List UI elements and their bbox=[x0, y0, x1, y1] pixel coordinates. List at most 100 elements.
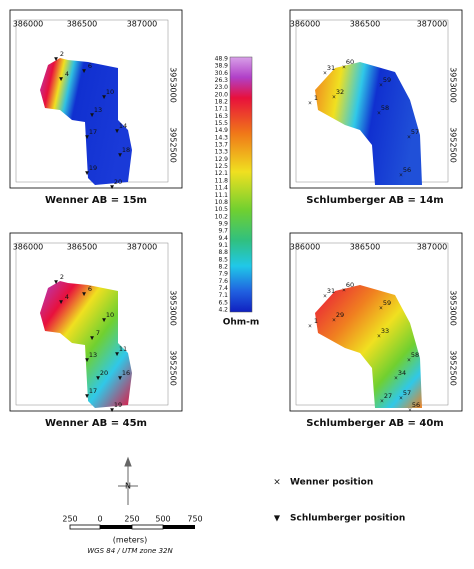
y-tick-label: 3952500 bbox=[169, 127, 178, 163]
position-marker: ▼ bbox=[118, 153, 122, 159]
schlumberger-point-label: 31 bbox=[327, 64, 335, 72]
north-arrow bbox=[118, 456, 138, 505]
map-inner-frame bbox=[295, 242, 449, 406]
colorbar-label: 17.1 bbox=[215, 106, 229, 113]
colorbar-label: 15.5 bbox=[215, 120, 229, 127]
colorbar-label: 7.1 bbox=[218, 292, 228, 299]
x-tick-label: 386000 bbox=[13, 20, 44, 29]
position-marker: ▼ bbox=[82, 292, 86, 298]
schlumberger-point-label: 29 bbox=[336, 311, 344, 319]
schlumberger-point-label: 57 bbox=[403, 389, 411, 397]
colorbar-label: 8.2 bbox=[218, 263, 228, 270]
colorbar-label: 12.1 bbox=[215, 170, 229, 177]
x-tick-label: 386000 bbox=[290, 20, 321, 29]
position-marker: × bbox=[332, 318, 336, 324]
position-marker: × bbox=[308, 101, 312, 107]
position-marker: ▼ bbox=[110, 408, 114, 414]
position-marker: ▼ bbox=[85, 394, 89, 400]
x-tick-label: 386000 bbox=[13, 243, 44, 252]
schlumberger-point-label: 59 bbox=[383, 299, 391, 307]
colorbar-label: 14.9 bbox=[215, 127, 229, 134]
position-marker: ▼ bbox=[90, 336, 94, 342]
x-tick-label: 386000 bbox=[290, 243, 321, 252]
map-panel: 386000 386500 387000395300039525002▼4▼6▼10… bbox=[9, 232, 183, 414]
position-marker: ▼ bbox=[102, 95, 106, 101]
colorbar-label: 7.4 bbox=[218, 285, 228, 292]
colorbar-label: 6.5 bbox=[218, 299, 228, 306]
crs-label: WGS 84 / UTM zone 32N bbox=[87, 547, 173, 555]
colorbar-label: 7.9 bbox=[218, 271, 228, 278]
schlumberger-point-label: 56 bbox=[412, 401, 420, 409]
position-marker: ▼ bbox=[115, 352, 119, 358]
x-tick-label: 387000 bbox=[417, 243, 448, 252]
resistivity-area bbox=[315, 285, 422, 408]
position-marker: ▼ bbox=[82, 69, 86, 75]
colorbar-label: 13.3 bbox=[215, 149, 229, 156]
x-tick-label: 387000 bbox=[127, 243, 158, 252]
wenner-point-label: 2 bbox=[60, 273, 64, 281]
x-tick-label: 386500 bbox=[350, 243, 381, 252]
colorbar-label: 8.5 bbox=[218, 256, 228, 263]
position-marker: × bbox=[380, 399, 384, 405]
wenner-point-label: 19 bbox=[114, 401, 122, 409]
position-marker: ▼ bbox=[85, 358, 89, 364]
position-marker: ▼ bbox=[54, 280, 58, 286]
colorbar-label: 30.6 bbox=[215, 70, 229, 77]
y-tick-label: 3952500 bbox=[449, 127, 458, 163]
schlumberger-point-label: 33 bbox=[381, 327, 389, 335]
wenner-point-label: 7 bbox=[96, 329, 100, 337]
wenner-point-label: 10 bbox=[106, 311, 114, 319]
position-marker: × bbox=[342, 65, 346, 71]
scale-label: 250 bbox=[62, 515, 77, 524]
y-tick-label: 3952500 bbox=[169, 350, 178, 386]
position-marker: × bbox=[332, 95, 336, 101]
colorbar-label: 7.6 bbox=[218, 278, 228, 285]
position-marker: ▼ bbox=[115, 129, 119, 135]
wenner-point-label: 14 bbox=[119, 122, 127, 130]
colorbar-label: 10.5 bbox=[215, 206, 229, 213]
position-marker: ▼ bbox=[59, 77, 63, 83]
wenner-point-label: 20 bbox=[100, 369, 108, 377]
position-marker: ▼ bbox=[110, 185, 114, 191]
position-marker: ▼ bbox=[59, 300, 63, 306]
colorbar-label: 23.0 bbox=[215, 84, 229, 91]
wenner-point-label: 2 bbox=[60, 50, 64, 58]
scale-label: 0 bbox=[97, 515, 102, 524]
scale-label: 250 bbox=[124, 515, 139, 524]
schlumberger-point-label: 32 bbox=[336, 88, 344, 96]
x-tick-label: 387000 bbox=[417, 20, 448, 29]
wenner-point-label: 18 bbox=[122, 146, 130, 154]
colorbar-label: 11.8 bbox=[215, 177, 229, 184]
colorbar-label: 20.0 bbox=[215, 91, 229, 98]
scale-label: 750 bbox=[187, 515, 202, 524]
schlumberger-point-label: 1 bbox=[314, 317, 318, 325]
panel-title: Wenner AB = 15m bbox=[45, 195, 147, 206]
y-tick-label: 3953000 bbox=[449, 290, 458, 326]
schlumberger-point-label: 60 bbox=[346, 281, 354, 289]
colorbar-label: 18.2 bbox=[215, 99, 229, 106]
wenner-point-label: 6 bbox=[88, 285, 92, 293]
colorbar-label: 10.8 bbox=[215, 199, 229, 206]
map-inner-frame bbox=[295, 19, 449, 183]
map-panel: 386000 386500 3870003953000395250060×31×1×… bbox=[289, 9, 463, 189]
position-marker: × bbox=[408, 408, 412, 414]
position-marker: × bbox=[394, 376, 398, 382]
position-marker: × bbox=[407, 135, 411, 141]
position-marker: ▼ bbox=[118, 376, 122, 382]
colorbar-label: 9.1 bbox=[218, 242, 228, 249]
colorbar-label: 26.3 bbox=[215, 77, 229, 84]
colorbar-label: 9.7 bbox=[218, 228, 228, 235]
position-marker: × bbox=[399, 173, 403, 179]
colorbar-label: 9.4 bbox=[218, 235, 228, 242]
colorbar-unit: Ohm-m bbox=[223, 318, 260, 328]
wenner-point-label: 20 bbox=[114, 178, 122, 186]
panel-title: Schlumberger AB = 14m bbox=[306, 195, 443, 206]
x-tick-label: 387000 bbox=[127, 20, 158, 29]
position-marker: ▼ bbox=[54, 57, 58, 63]
position-marker: ▼ bbox=[102, 318, 106, 324]
y-tick-label: 3953000 bbox=[169, 290, 178, 326]
wenner-symbol: × bbox=[273, 478, 281, 488]
colorbar-label: 48.9 bbox=[215, 56, 229, 63]
x-tick-label: 386500 bbox=[67, 243, 98, 252]
schlumberger-point-label: 57 bbox=[411, 128, 419, 136]
